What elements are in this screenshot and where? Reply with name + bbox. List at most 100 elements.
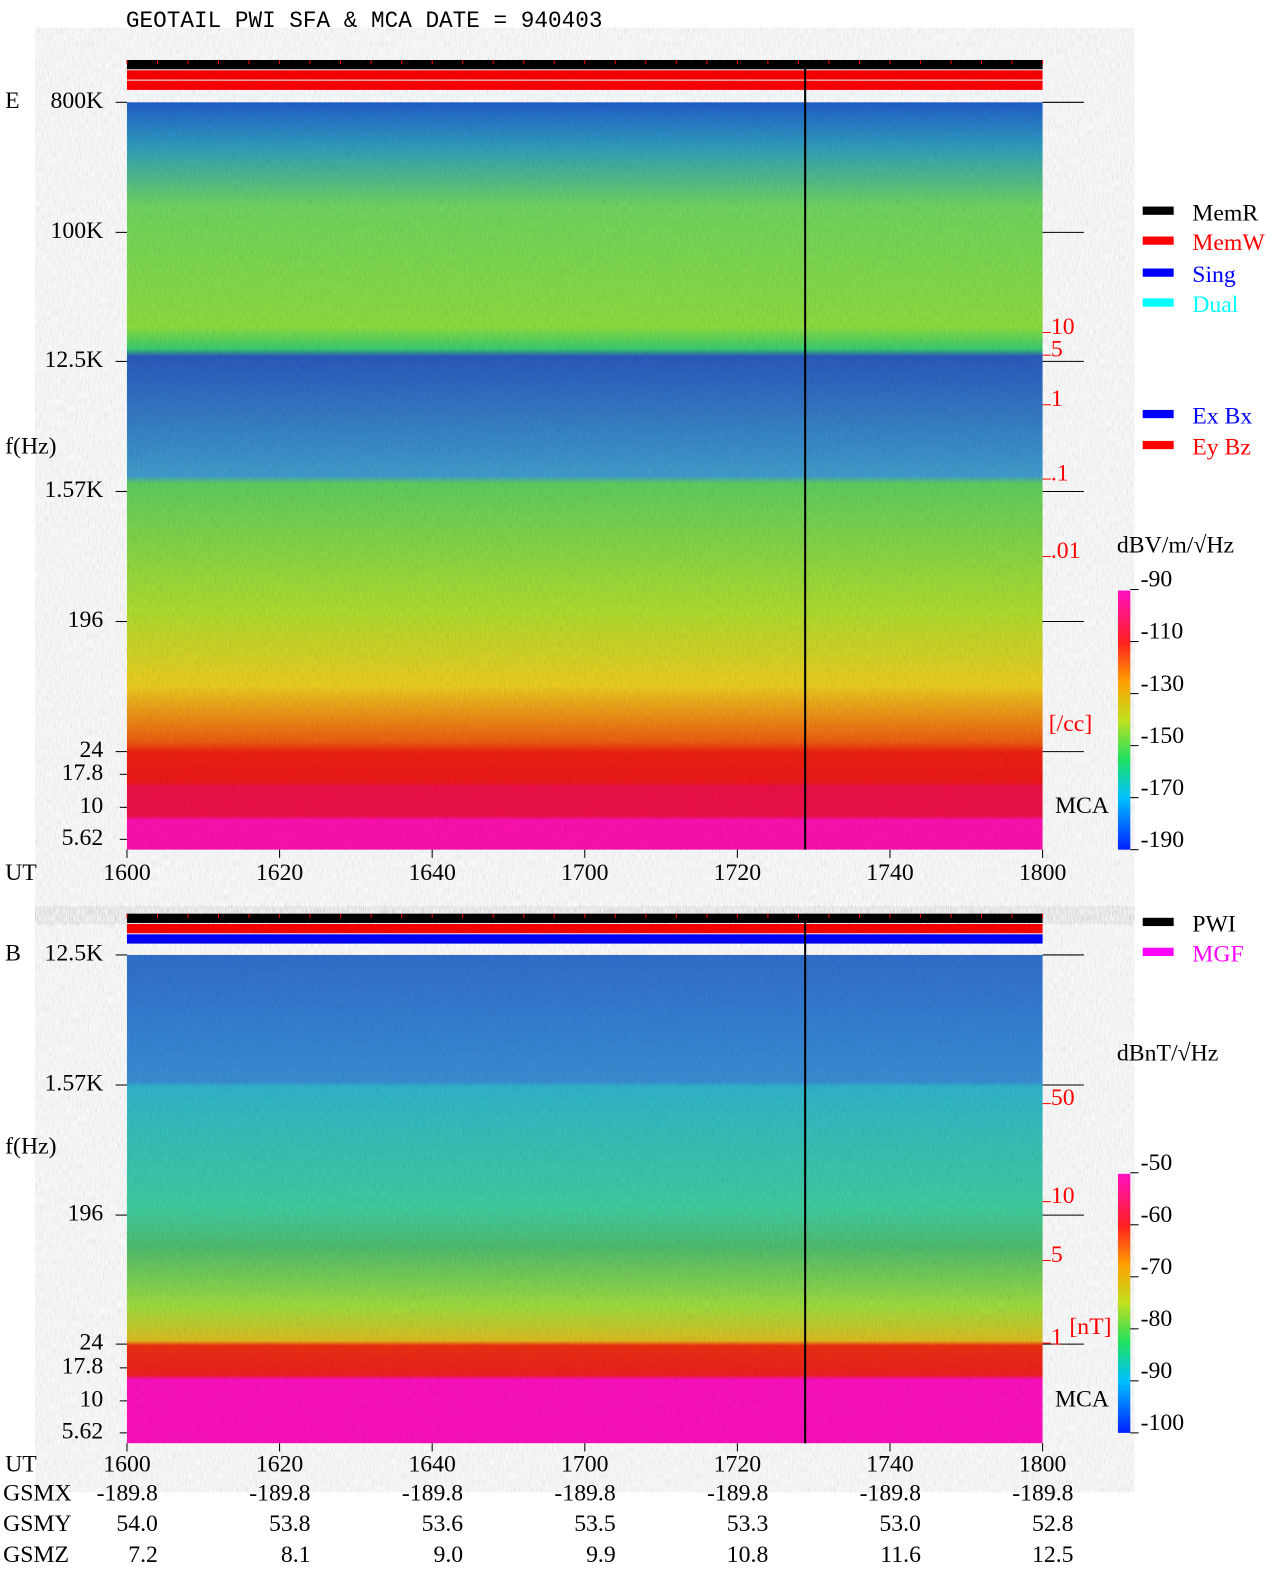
freq-tick-label: 24 bbox=[79, 737, 103, 763]
colorbar-unit: dBnT/√Hz bbox=[1117, 1041, 1218, 1067]
mca-label: MCA bbox=[1055, 793, 1109, 819]
colorbar bbox=[1117, 590, 1131, 850]
orbit-value: -189.8 bbox=[1012, 1480, 1073, 1506]
freq-tick-label: 12.5K bbox=[45, 940, 104, 966]
orbit-value: -189.8 bbox=[249, 1480, 310, 1506]
freq-tick-label: 12.5K bbox=[45, 347, 104, 373]
plots: Ef(Hz)800K100K12.5K1.57K1962417.8105.621… bbox=[3, 59, 1265, 1568]
legend-label: MemW bbox=[1192, 230, 1265, 256]
colorbar-tick-label: -190 bbox=[1141, 827, 1185, 853]
legend-label: Sing bbox=[1192, 262, 1236, 288]
legend-label: Ey Bz bbox=[1192, 435, 1251, 461]
legend-swatch bbox=[1142, 298, 1174, 307]
panel-label: B bbox=[5, 940, 21, 966]
status-bar bbox=[126, 70, 1043, 80]
orbit-value: 7.2 bbox=[128, 1542, 158, 1568]
orbit-value: 52.8 bbox=[1032, 1511, 1074, 1537]
time-tick-label: 1740 bbox=[866, 860, 913, 886]
legend-swatch bbox=[1142, 236, 1174, 245]
time-tick-label: 1620 bbox=[256, 1451, 303, 1477]
time-tick-label: 1640 bbox=[408, 1451, 455, 1477]
colorbar-tick-label: -60 bbox=[1141, 1202, 1173, 1228]
orbit-value: 10.8 bbox=[727, 1542, 769, 1568]
orbit-value: 9.0 bbox=[433, 1542, 463, 1568]
legend-swatch bbox=[1142, 947, 1174, 956]
title: GEOTAIL PWI SFA & MCA DATE = 940403 bbox=[126, 8, 603, 34]
legend-swatch bbox=[1142, 268, 1174, 277]
panel-label: E bbox=[5, 88, 20, 114]
orbit-label: GSMZ bbox=[3, 1542, 69, 1568]
time-tick-label: 1600 bbox=[103, 1451, 150, 1477]
density-tick-label: 10 bbox=[1051, 1183, 1075, 1209]
orbit-value: -189.8 bbox=[860, 1480, 921, 1506]
freq-tick-label: 100K bbox=[50, 218, 103, 244]
freq-tick-label: 196 bbox=[68, 607, 104, 633]
freq-tick-label: 1.57K bbox=[45, 477, 104, 503]
legend-label: MGF bbox=[1192, 941, 1243, 967]
freq-tick-label: 10 bbox=[79, 1386, 103, 1412]
legend-label: Dual bbox=[1192, 292, 1239, 318]
colorbar-tick-label: -50 bbox=[1141, 1150, 1173, 1176]
orbit-value: 53.3 bbox=[727, 1511, 769, 1537]
spectrogram-texture bbox=[126, 102, 1043, 850]
status-bar bbox=[126, 59, 1043, 70]
orbit-value: 11.6 bbox=[880, 1542, 921, 1568]
colorbar-unit: dBV/m/√Hz bbox=[1117, 533, 1234, 559]
orbit-label: GSMY bbox=[3, 1511, 72, 1537]
time-tick-label: 1720 bbox=[714, 860, 761, 886]
status-bar bbox=[126, 913, 1043, 923]
freq-tick-label: 196 bbox=[68, 1201, 104, 1227]
density-tick-label: 1 bbox=[1051, 386, 1063, 412]
legend-swatch bbox=[1142, 440, 1174, 450]
freq-tick-label: 5.62 bbox=[62, 825, 104, 851]
density-unit: [nT] bbox=[1069, 1314, 1111, 1340]
density-unit: [/cc] bbox=[1049, 711, 1092, 737]
freq-tick-label: 24 bbox=[79, 1330, 103, 1356]
freq-tick-label: 800K bbox=[50, 88, 103, 114]
status-bar bbox=[126, 80, 1043, 90]
density-tick-label: 1 bbox=[1051, 1324, 1063, 1350]
density-tick-label: 50 bbox=[1051, 1085, 1075, 1111]
orbit-label: GSMX bbox=[3, 1480, 72, 1506]
orbit-value: 8.1 bbox=[281, 1542, 311, 1568]
time-tick-label: 1800 bbox=[1019, 1451, 1066, 1477]
orbit-value: 53.5 bbox=[574, 1511, 616, 1537]
freq-tick-label: 17.8 bbox=[62, 760, 104, 786]
orbit-value: -189.8 bbox=[554, 1480, 615, 1506]
colorbar-tick-label: -90 bbox=[1141, 567, 1173, 593]
legend-label: Ex Bx bbox=[1192, 404, 1252, 430]
density-tick-label: 5 bbox=[1051, 337, 1063, 363]
orbit-value: 54.0 bbox=[116, 1511, 158, 1537]
orbit-value: -189.8 bbox=[402, 1480, 463, 1506]
time-tick-label: 1700 bbox=[561, 1451, 608, 1477]
time-tick-label: 1600 bbox=[103, 860, 150, 886]
colorbar-tick-label: -130 bbox=[1141, 671, 1185, 697]
colorbar-tick-label: -150 bbox=[1141, 723, 1185, 749]
x-axis-label: UT bbox=[5, 1451, 37, 1477]
time-tick-label: 1740 bbox=[866, 1451, 913, 1477]
legend-label: MemR bbox=[1192, 200, 1258, 226]
y-axis-label: f(Hz) bbox=[5, 1133, 56, 1159]
status-bar bbox=[126, 923, 1043, 934]
legend-swatch bbox=[1142, 206, 1174, 215]
status-bar bbox=[126, 934, 1043, 944]
orbit-value: 53.8 bbox=[269, 1511, 311, 1537]
spectrogram-texture bbox=[126, 954, 1043, 1444]
density-tick-label: .1 bbox=[1051, 460, 1069, 486]
freq-tick-label: 1.57K bbox=[45, 1070, 104, 1096]
colorbar-tick-label: -110 bbox=[1141, 619, 1184, 645]
x-axis-label: UT bbox=[5, 860, 37, 886]
freq-tick-label: 10 bbox=[79, 793, 103, 819]
legend-swatch bbox=[1142, 409, 1174, 419]
time-tick-label: 1800 bbox=[1019, 860, 1066, 886]
colorbar-tick-label: -100 bbox=[1141, 1410, 1185, 1436]
freq-tick-label: 5.62 bbox=[62, 1418, 104, 1444]
colorbar-tick-label: -70 bbox=[1141, 1254, 1173, 1280]
freq-tick-label: 17.8 bbox=[62, 1353, 104, 1379]
orbit-value: -189.8 bbox=[97, 1480, 158, 1506]
colorbar-tick-label: -170 bbox=[1141, 775, 1185, 801]
orbit-value: 12.5 bbox=[1032, 1542, 1074, 1568]
legend-label: PWI bbox=[1192, 912, 1236, 938]
time-tick-label: 1700 bbox=[561, 860, 608, 886]
